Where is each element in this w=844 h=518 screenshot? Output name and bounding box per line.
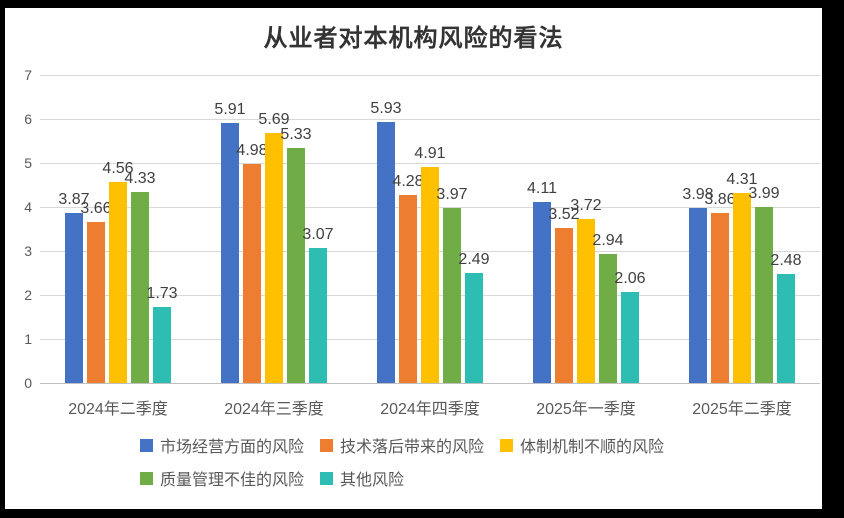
bar-series-4-group-2 <box>465 273 483 383</box>
bar-series-0-group-3 <box>533 202 551 383</box>
bar-series-2-group-1 <box>265 132 283 383</box>
legend-item: 市场经营方面的风险 <box>140 433 304 457</box>
data-label: 1.73 <box>146 284 178 302</box>
data-label: 4.31 <box>726 171 758 189</box>
y-tick-label: 1 <box>24 331 32 347</box>
bar-series-2-group-0 <box>109 182 127 383</box>
legend-item: 体制机制不顺的风险 <box>500 433 664 457</box>
legend-label: 体制机制不顺的风险 <box>520 439 665 456</box>
chart-title: 从业者对本机构风险的看法 <box>263 26 564 52</box>
bar-series-4-group-0 <box>153 306 171 383</box>
bar-series-3-group-1 <box>287 148 305 383</box>
data-label: 2.94 <box>592 231 624 249</box>
data-label: 2.06 <box>614 270 646 288</box>
data-label: 4.98 <box>236 141 268 159</box>
y-tick-label: 3 <box>24 243 32 259</box>
x-axis-label: 2024年三季度 <box>224 401 324 418</box>
data-label: 3.99 <box>748 185 780 203</box>
plot-area: 0 1 2 3 4 5 6 7 3.87 3.66 4.56 4.33 1.73 5.91 4.98 5.69… <box>24 68 820 418</box>
legend-item: 其他风险 <box>320 466 404 490</box>
data-label: 3.97 <box>436 186 468 204</box>
bar-series-4-group-4 <box>777 273 795 383</box>
data-label: 3.86 <box>704 191 736 209</box>
bar-series-3-group-4 <box>755 207 773 383</box>
bar-series-2-group-4 <box>733 193 751 383</box>
bar-series-0-group-0 <box>65 212 83 383</box>
bar-series-0-group-1 <box>221 122 239 383</box>
data-label: 3.52 <box>548 206 580 224</box>
gridline <box>40 118 820 120</box>
legend: 市场经营方面的风险 技术落后带来的风险 体制机制不顺的风险质量管理不佳的风险 其他风险 <box>140 433 664 490</box>
legend-swatch-icon <box>140 471 153 485</box>
bar-series-0-group-2 <box>377 122 395 383</box>
legend-label: 技术落后带来的风险 <box>340 439 485 456</box>
x-axis-label: 2025年一季度 <box>536 401 636 418</box>
data-label: 5.69 <box>258 110 290 128</box>
bar-series-1-group-2 <box>399 194 417 383</box>
y-tick-label: 5 <box>24 155 32 171</box>
y-tick-label: 2 <box>24 287 32 303</box>
data-label: 2.49 <box>458 251 490 269</box>
legend-label: 其他风险 <box>340 472 405 489</box>
data-label: 4.56 <box>102 160 134 178</box>
legend-label: 质量管理不佳的风险 <box>160 472 305 489</box>
legend-row: 市场经营方面的风险 技术落后带来的风险 体制机制不顺的风险 <box>140 433 664 457</box>
bar-series-1-group-4 <box>711 213 729 383</box>
data-label: 3.87 <box>58 190 90 208</box>
legend-label: 市场经营方面的风险 <box>160 439 305 456</box>
y-tick-label: 0 <box>24 375 32 391</box>
data-label: 2.48 <box>770 251 802 269</box>
bar-series-2-group-2 <box>421 166 439 383</box>
legend-swatch-icon <box>320 471 334 485</box>
chart-canvas: 从业者对本机构风险的看法 0 1 2 3 4 5 6 7 3.87 3.66 4.56 4.33 1.7… <box>5 8 822 509</box>
data-label: 5.91 <box>214 100 246 118</box>
data-label: 5.33 <box>280 126 312 144</box>
data-label: 3.98 <box>682 185 714 203</box>
bar-series-3-group-2 <box>443 208 461 383</box>
legend-swatch-icon <box>320 438 334 452</box>
data-label: 3.72 <box>570 197 602 215</box>
bar-series-1-group-3 <box>555 228 573 383</box>
gridline <box>40 162 820 164</box>
data-label: 4.28 <box>392 172 424 190</box>
data-label: 4.11 <box>527 180 557 198</box>
legend-row: 质量管理不佳的风险 其他风险 <box>140 466 664 490</box>
bar-series-1-group-0 <box>87 221 105 383</box>
bar-series-4-group-1 <box>309 247 327 383</box>
legend-item: 质量管理不佳的风险 <box>140 466 304 490</box>
gridline <box>40 74 820 76</box>
legend-swatch-icon <box>140 438 153 452</box>
y-tick-label: 7 <box>24 67 32 83</box>
bar-series-4-group-3 <box>621 292 639 383</box>
data-label: 3.66 <box>80 199 112 217</box>
x-axis-line <box>40 382 820 384</box>
bar-series-3-group-3 <box>599 253 617 383</box>
data-label: 3.07 <box>302 225 334 243</box>
bar-series-2-group-3 <box>577 219 595 383</box>
bar-series-1-group-1 <box>243 163 261 383</box>
y-tick-label: 6 <box>24 111 32 127</box>
legend-swatch-icon <box>500 438 514 452</box>
data-label: 5.93 <box>370 100 402 118</box>
bar-series-0-group-4 <box>689 207 707 383</box>
legend-item: 技术落后带来的风险 <box>320 433 484 457</box>
data-label: 4.91 <box>414 144 446 162</box>
x-axis-label: 2024年二季度 <box>68 401 168 418</box>
data-label: 4.33 <box>124 170 156 188</box>
y-tick-label: 4 <box>24 199 32 215</box>
x-axis-label: 2025年二季度 <box>692 401 792 418</box>
x-axis-label: 2024年四季度 <box>380 401 480 418</box>
bar-series-3-group-0 <box>131 192 149 383</box>
